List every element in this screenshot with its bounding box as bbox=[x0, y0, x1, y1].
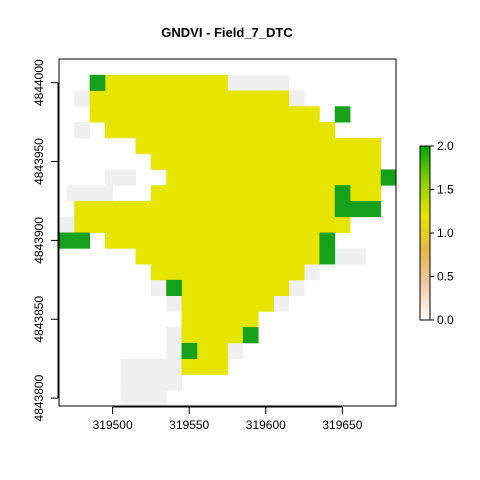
legend-tick-label: 1.0 bbox=[437, 226, 454, 240]
raster-cell bbox=[104, 232, 320, 249]
chart-title: GNDVI - Field_7_DTC bbox=[161, 25, 293, 40]
legend-colorbar bbox=[419, 145, 431, 321]
raster-cell bbox=[74, 216, 351, 233]
y-tick-label: 4844000 bbox=[32, 59, 46, 106]
raster-cell bbox=[319, 248, 336, 265]
raster-cell bbox=[135, 137, 382, 155]
legend-tick-label: 1.5 bbox=[437, 183, 454, 197]
plot-frame bbox=[58, 58, 397, 407]
axes: 319500 319550 319600 319650 4843800 4843850 48… bbox=[32, 59, 363, 432]
raster-cell-na bbox=[288, 279, 305, 296]
raster-cell bbox=[166, 279, 290, 296]
raster-cell-na bbox=[212, 74, 290, 91]
raster-cell-na bbox=[74, 90, 91, 107]
raster-cell bbox=[74, 200, 351, 218]
raster-cell-na bbox=[304, 264, 320, 281]
raster-cell-na bbox=[59, 216, 75, 233]
raster-cells bbox=[59, 74, 397, 407]
raster-cell bbox=[59, 232, 91, 249]
x-tick-label: 319600 bbox=[246, 418, 286, 432]
raster-cell-na bbox=[273, 295, 290, 312]
raster-cell bbox=[334, 106, 351, 123]
raster-cell bbox=[166, 169, 382, 186]
raster-cell-na bbox=[104, 169, 136, 186]
raster-cell bbox=[135, 248, 320, 265]
y-tick-label: 4843900 bbox=[32, 217, 46, 264]
raster-cell-na bbox=[166, 327, 182, 360]
legend-tick-label: 2.0 bbox=[437, 139, 454, 153]
raster-cell bbox=[380, 169, 397, 186]
raster-cell bbox=[89, 74, 106, 91]
raster-cell bbox=[181, 342, 198, 360]
y-tick-label: 4843950 bbox=[32, 138, 46, 185]
raster-cell-na bbox=[74, 122, 91, 139]
raster-cell bbox=[104, 74, 228, 91]
raster-cell bbox=[89, 106, 320, 123]
raster-cell bbox=[319, 232, 336, 249]
raster-cell bbox=[150, 185, 382, 202]
raster-cell bbox=[150, 264, 305, 281]
raster-cell-na bbox=[166, 295, 182, 312]
raster-cell bbox=[104, 122, 336, 139]
y-tick-label: 4843850 bbox=[32, 296, 46, 343]
y-tick-label: 4843800 bbox=[32, 374, 46, 421]
x-tick-label: 319550 bbox=[169, 418, 209, 432]
raster-cell-na bbox=[120, 390, 167, 407]
raster-cell bbox=[166, 279, 182, 296]
x-tick-label: 319650 bbox=[322, 418, 362, 432]
raster-cell bbox=[181, 327, 244, 344]
legend-tick-label: 0.5 bbox=[437, 270, 454, 284]
raster-cell bbox=[181, 295, 274, 312]
raster-cell bbox=[89, 90, 290, 107]
raster-cell-na bbox=[150, 279, 167, 296]
raster-cell-na bbox=[66, 185, 114, 202]
raster-cell-na bbox=[227, 342, 244, 360]
legend: 0.0 0.5 1.0 1.5 2.0 bbox=[419, 139, 454, 327]
legend-tick-label: 0.0 bbox=[437, 313, 454, 327]
raster-cell bbox=[334, 200, 382, 218]
x-tick-label: 319500 bbox=[93, 418, 133, 432]
raster-cell bbox=[150, 153, 382, 170]
raster-cell bbox=[334, 185, 351, 202]
raster-cell bbox=[242, 327, 259, 344]
raster-cell bbox=[181, 311, 259, 328]
raster-cell bbox=[181, 358, 228, 375]
raster-cell-na bbox=[120, 358, 182, 391]
raster-cell-na bbox=[288, 90, 305, 107]
